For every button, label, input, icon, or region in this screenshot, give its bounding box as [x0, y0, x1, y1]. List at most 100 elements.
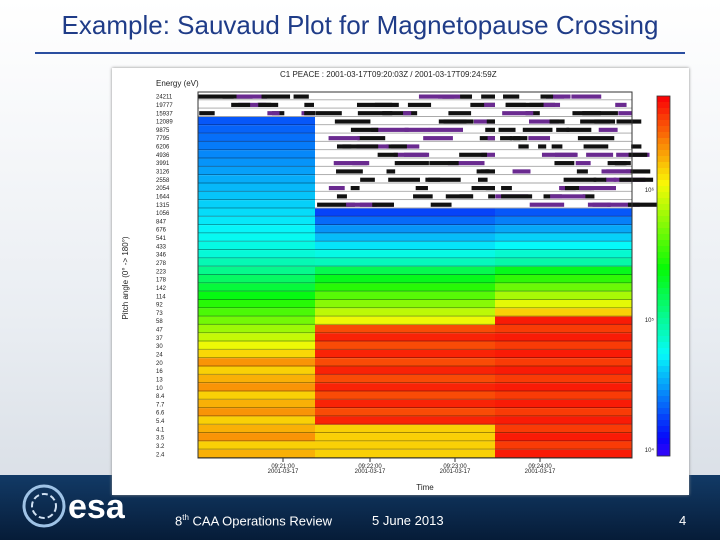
logo-ring: [31, 493, 57, 519]
spectrogram-noise: [386, 144, 407, 149]
spectrogram-cell: [198, 441, 315, 450]
page-number: 4: [679, 513, 687, 528]
colorbar-cell: [657, 180, 670, 187]
spectrogram-noise: [563, 177, 597, 182]
colorbar-cell: [657, 96, 670, 103]
spectrogram-cell: [315, 283, 495, 292]
time-tick-date: 2001-03-17: [355, 469, 386, 475]
colorbar-tick-label: 10⁴: [645, 447, 655, 454]
colorbar-cell: [657, 186, 670, 193]
time-tick-label: 09:24:00: [528, 464, 552, 470]
colorbar-cell: [657, 414, 670, 421]
energy-level-label: 12089: [156, 120, 173, 126]
colorbar-cell: [657, 120, 670, 127]
spectrogram-cell: [495, 208, 632, 217]
spectrogram-noise: [607, 202, 640, 207]
spectrogram-cell: [198, 183, 315, 192]
spectrogram-noise: [631, 144, 642, 149]
energy-level-label: 10: [156, 386, 163, 392]
event-name: CAA Operations Review: [188, 513, 332, 529]
spectrogram-cell: [495, 308, 632, 317]
spectrogram-noise: [403, 111, 412, 116]
spectrogram-cell: [495, 333, 632, 342]
spectrogram-noise: [619, 177, 654, 182]
energy-level-label: 20: [156, 361, 163, 367]
spectrogram-cell: [315, 374, 495, 384]
spectrogram-cell: [495, 241, 632, 251]
spectrogram-cell: [315, 216, 495, 226]
spectrogram-noise: [386, 169, 396, 174]
spectrogram-cell: [495, 408, 632, 417]
colorbar-tick-label: 10⁵: [645, 317, 655, 324]
colorbar-cell: [657, 408, 670, 415]
spectrogram-cell: [315, 241, 495, 251]
spectrogram-cell: [198, 399, 315, 409]
spectrogram-noise: [350, 127, 379, 132]
colorbar-cell: [657, 102, 670, 109]
spectrogram-noise: [538, 144, 547, 149]
plot-title: C1 PEACE : 2001-03-17T09:20:03Z / 2001-0…: [280, 70, 497, 79]
spectrogram-cell: [495, 108, 632, 117]
colorbar-frame: [656, 95, 671, 457]
spectrogram-noise: [258, 102, 272, 107]
spectrogram-noise: [566, 127, 592, 132]
spectrogram-noise: [583, 144, 609, 149]
spectrogram-cell: [198, 341, 315, 350]
spectrogram-cell: [315, 275, 495, 284]
spectrogram-noise: [199, 111, 215, 116]
plot-frame: [197, 91, 633, 459]
spectrogram-cell: [315, 416, 495, 425]
spectrogram-noise: [594, 119, 616, 124]
colorbar-cell: [657, 240, 670, 247]
colorbar-cell: [657, 306, 670, 313]
slide-title: Example: Sauvaud Plot for Magnetopause C…: [61, 10, 659, 40]
spectrogram-cell: [198, 291, 315, 300]
colorbar-cell: [657, 132, 670, 139]
spectrogram-cell: [198, 391, 315, 400]
spectrogram-cell: [198, 383, 315, 392]
colorbar-cell: [657, 162, 670, 169]
colorbar-cell: [657, 438, 670, 445]
spectrogram-cell: [315, 191, 495, 201]
spectrogram-cell: [315, 424, 495, 434]
logo-ring: [22, 484, 66, 528]
spectrogram-noise: [529, 202, 565, 207]
spectrogram-noise: [459, 152, 488, 157]
colorbar-cell: [657, 174, 670, 181]
x-axis-label: Time: [416, 483, 434, 492]
spectrogram-cell: [495, 383, 632, 392]
energy-level-label: 114: [156, 294, 166, 300]
spectrogram-cell: [315, 449, 495, 458]
energy-level-label: 4.1: [156, 427, 165, 433]
spectrogram-cell: [198, 416, 315, 425]
time-tick-date: 2001-03-17: [525, 469, 556, 475]
spectrogram-noise: [377, 152, 398, 157]
colorbar-cell: [657, 444, 670, 451]
spectrogram-cell: [198, 166, 315, 176]
spectrogram-cell: [495, 324, 632, 334]
colorbar-cell: [657, 336, 670, 343]
spectrogram-noise: [328, 185, 345, 191]
spectrogram-noise: [601, 169, 631, 174]
spectrogram-cell: [495, 399, 632, 409]
spectrogram-cell: [315, 433, 495, 442]
colorbar-cell: [657, 216, 670, 223]
spectrogram-noise: [333, 161, 370, 166]
spectrogram-noise: [448, 111, 472, 116]
spectrogram-noise: [498, 127, 516, 132]
spectrogram-cell: [198, 191, 315, 201]
spectrogram-noise: [415, 185, 428, 191]
spectrogram-cell: [495, 133, 632, 142]
spectrogram-cell: [198, 424, 315, 434]
spectrogram-noise: [382, 111, 418, 116]
spectrogram-noise: [334, 119, 371, 124]
spectrogram-cell: [495, 100, 632, 109]
time-tick-label: 09:22:00: [358, 464, 382, 470]
colorbar-cell: [657, 420, 670, 427]
spectrogram-cell: [198, 241, 315, 251]
colorbar-tick-label: 10⁶: [645, 187, 655, 194]
spectrogram-cell: [315, 399, 495, 409]
spectrogram-noise: [575, 161, 591, 166]
spectrogram-noise: [357, 136, 386, 141]
